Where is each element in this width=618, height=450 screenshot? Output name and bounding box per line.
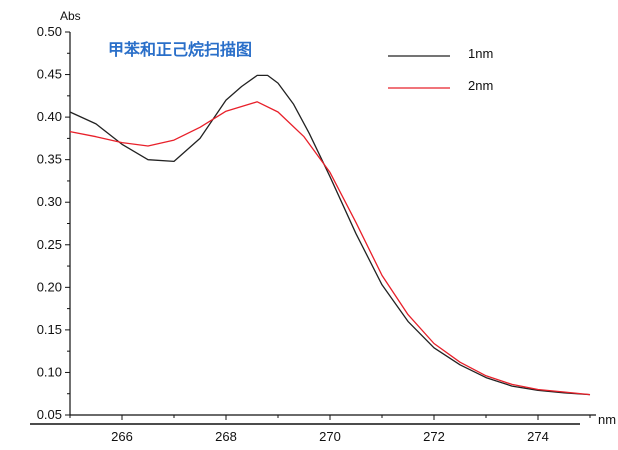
x-axis-label: nm — [598, 412, 616, 427]
y-tick-label: 0.30 — [37, 194, 62, 209]
y-axis-label: Abs — [60, 9, 81, 23]
y-tick-label: 0.40 — [37, 109, 62, 124]
chart-title: 甲苯和正己烷扫描图 — [108, 40, 252, 59]
series-line-2nm — [69, 101, 591, 396]
y-tick-label: 0.05 — [37, 407, 62, 422]
y-tick-label: 0.35 — [37, 152, 62, 167]
y-tick-label: 0.20 — [37, 279, 62, 294]
x-tick-label: 272 — [423, 429, 445, 444]
legend-label-2nm: 2nm — [468, 78, 493, 93]
axes: 0.05 0.10 0.15 0.20 0.25 0.30 0.35 0.40 0.45 0.50… — [30, 9, 616, 444]
y-tick-label: 0.45 — [37, 67, 62, 82]
x-tick-label: 268 — [215, 429, 237, 444]
x-tick-label: 270 — [319, 429, 341, 444]
legend: 1nm 2nm — [388, 46, 493, 93]
legend-label-1nm: 1nm — [468, 46, 493, 61]
series-layer — [69, 74, 591, 396]
y-tick-label: 0.50 — [37, 24, 62, 39]
y-tick-label: 0.25 — [37, 237, 62, 252]
series-line-1nm — [69, 74, 591, 396]
x-tick-label: 274 — [527, 429, 549, 444]
x-tick-label: 266 — [111, 429, 133, 444]
y-tick-label: 0.10 — [37, 364, 62, 379]
y-tick-label: 0.15 — [37, 322, 62, 337]
